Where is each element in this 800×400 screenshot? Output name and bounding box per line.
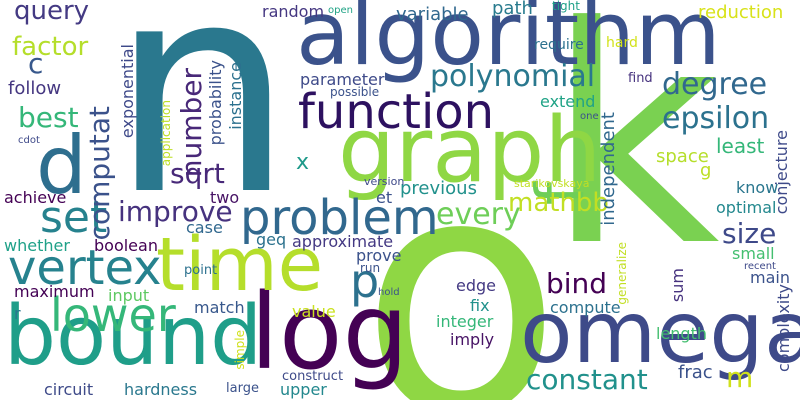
word-maximum: maximum — [14, 282, 95, 301]
word-vertex: vertex — [8, 240, 162, 296]
word-application: application — [159, 100, 173, 167]
word-d: d — [36, 119, 87, 212]
word-upper: upper — [280, 380, 327, 399]
word-instance: instance — [226, 62, 245, 130]
word-small: small — [732, 244, 775, 263]
word-complexity: complexity — [774, 284, 793, 372]
word-possible: possible — [330, 85, 380, 99]
word-open: open — [328, 5, 353, 16]
word-point: point — [184, 263, 218, 278]
word-sqrt: sqrt — [170, 157, 225, 190]
word-previous: previous — [400, 178, 477, 199]
word-function: function — [298, 84, 495, 140]
word-generalize: generalize — [615, 242, 629, 305]
word-bound: bound — [4, 289, 263, 384]
word-find: find — [628, 71, 653, 86]
word-every: every — [436, 197, 521, 232]
word-know: know — [736, 178, 779, 197]
word-geq: geq — [256, 230, 287, 249]
word-factor: factor — [12, 32, 89, 62]
word-construct: construct — [282, 369, 344, 384]
word-edge: edge — [456, 276, 496, 295]
word-simple: simple — [233, 330, 247, 370]
word-hard: hard — [606, 35, 638, 51]
word-algorithm: algorithm — [296, 0, 721, 85]
word-circuit: circuit — [44, 380, 94, 399]
word-c: c — [28, 47, 44, 80]
word-approximate: approximate — [292, 232, 394, 251]
word-boolean: boolean — [94, 236, 158, 255]
word-independent: independent — [598, 112, 619, 226]
word-one: one — [580, 111, 599, 122]
word-main: main — [750, 268, 790, 287]
word-require: require — [534, 37, 584, 53]
word-sum: sum — [668, 268, 687, 303]
word-time: time — [156, 222, 324, 308]
word-match: match — [194, 298, 245, 317]
word-least: least — [716, 134, 765, 158]
word-omega: omega — [520, 283, 800, 383]
word-cdot: cdot — [18, 135, 40, 146]
word-follow: follow — [8, 78, 62, 99]
word-tight: tight — [552, 0, 580, 13]
word-o: o — [360, 105, 562, 400]
word-g: g — [700, 160, 712, 181]
word-integer: integer — [436, 312, 494, 331]
word-two: two — [210, 188, 240, 207]
word-lower: lower — [50, 288, 176, 342]
word-hold: hold — [378, 287, 400, 298]
word-problem: problem — [240, 190, 439, 246]
word-frac: frac — [678, 362, 713, 383]
word-p: p — [350, 254, 380, 308]
word-compute: compute — [550, 298, 621, 317]
word-parameter: parameter — [300, 70, 385, 89]
word-computat: computat — [83, 106, 116, 241]
word-constant: constant — [526, 363, 648, 396]
word-set: set — [40, 192, 108, 243]
word-m: m — [726, 361, 754, 394]
word-recent: recent — [744, 261, 776, 272]
word-prove: prove — [356, 246, 402, 265]
word-r: r — [14, 304, 21, 323]
word-imply: imply — [450, 330, 495, 349]
word-polynomial: polynomial — [430, 59, 596, 94]
word-bind: bind — [546, 267, 608, 300]
word-k: k — [546, 0, 720, 312]
word-extend: extend — [540, 92, 596, 111]
word-variable: variable — [396, 4, 469, 25]
word-epsilon: epsilon — [662, 101, 770, 136]
word-size: size — [722, 217, 777, 250]
word-hardness: hardness — [124, 380, 198, 399]
word-graph: graph — [338, 98, 602, 203]
word-starikovskaya: starikovskaya — [514, 177, 590, 190]
word-length: length — [656, 324, 707, 343]
word-n: n — [110, 0, 294, 259]
word-input: input — [108, 286, 150, 305]
word-path: path — [492, 0, 533, 19]
word-exponential: exponential — [118, 44, 137, 139]
word-value: value — [292, 302, 336, 321]
word-achieve: achieve — [4, 188, 67, 207]
word-improve: improve — [118, 195, 233, 228]
word-x: x — [296, 150, 310, 175]
word-optimal: optimal — [716, 198, 777, 217]
word-et: et — [376, 188, 393, 207]
word-mathbb: mathbb — [508, 188, 609, 218]
word-random: random — [262, 2, 325, 21]
word-best: best — [18, 101, 79, 134]
word-whether: whether — [4, 236, 70, 255]
word-query: query — [14, 0, 90, 26]
word-reduction: reduction — [698, 2, 784, 23]
word-fix: fix — [470, 296, 490, 315]
word-version: version — [364, 175, 405, 188]
word-log: log — [250, 271, 409, 393]
word-run: run — [360, 261, 381, 275]
word-large: large — [226, 381, 259, 396]
word-space: space — [656, 146, 709, 167]
word-probability: probability — [206, 60, 225, 146]
word-case: case — [186, 218, 223, 237]
word-degree: degree — [662, 67, 768, 102]
